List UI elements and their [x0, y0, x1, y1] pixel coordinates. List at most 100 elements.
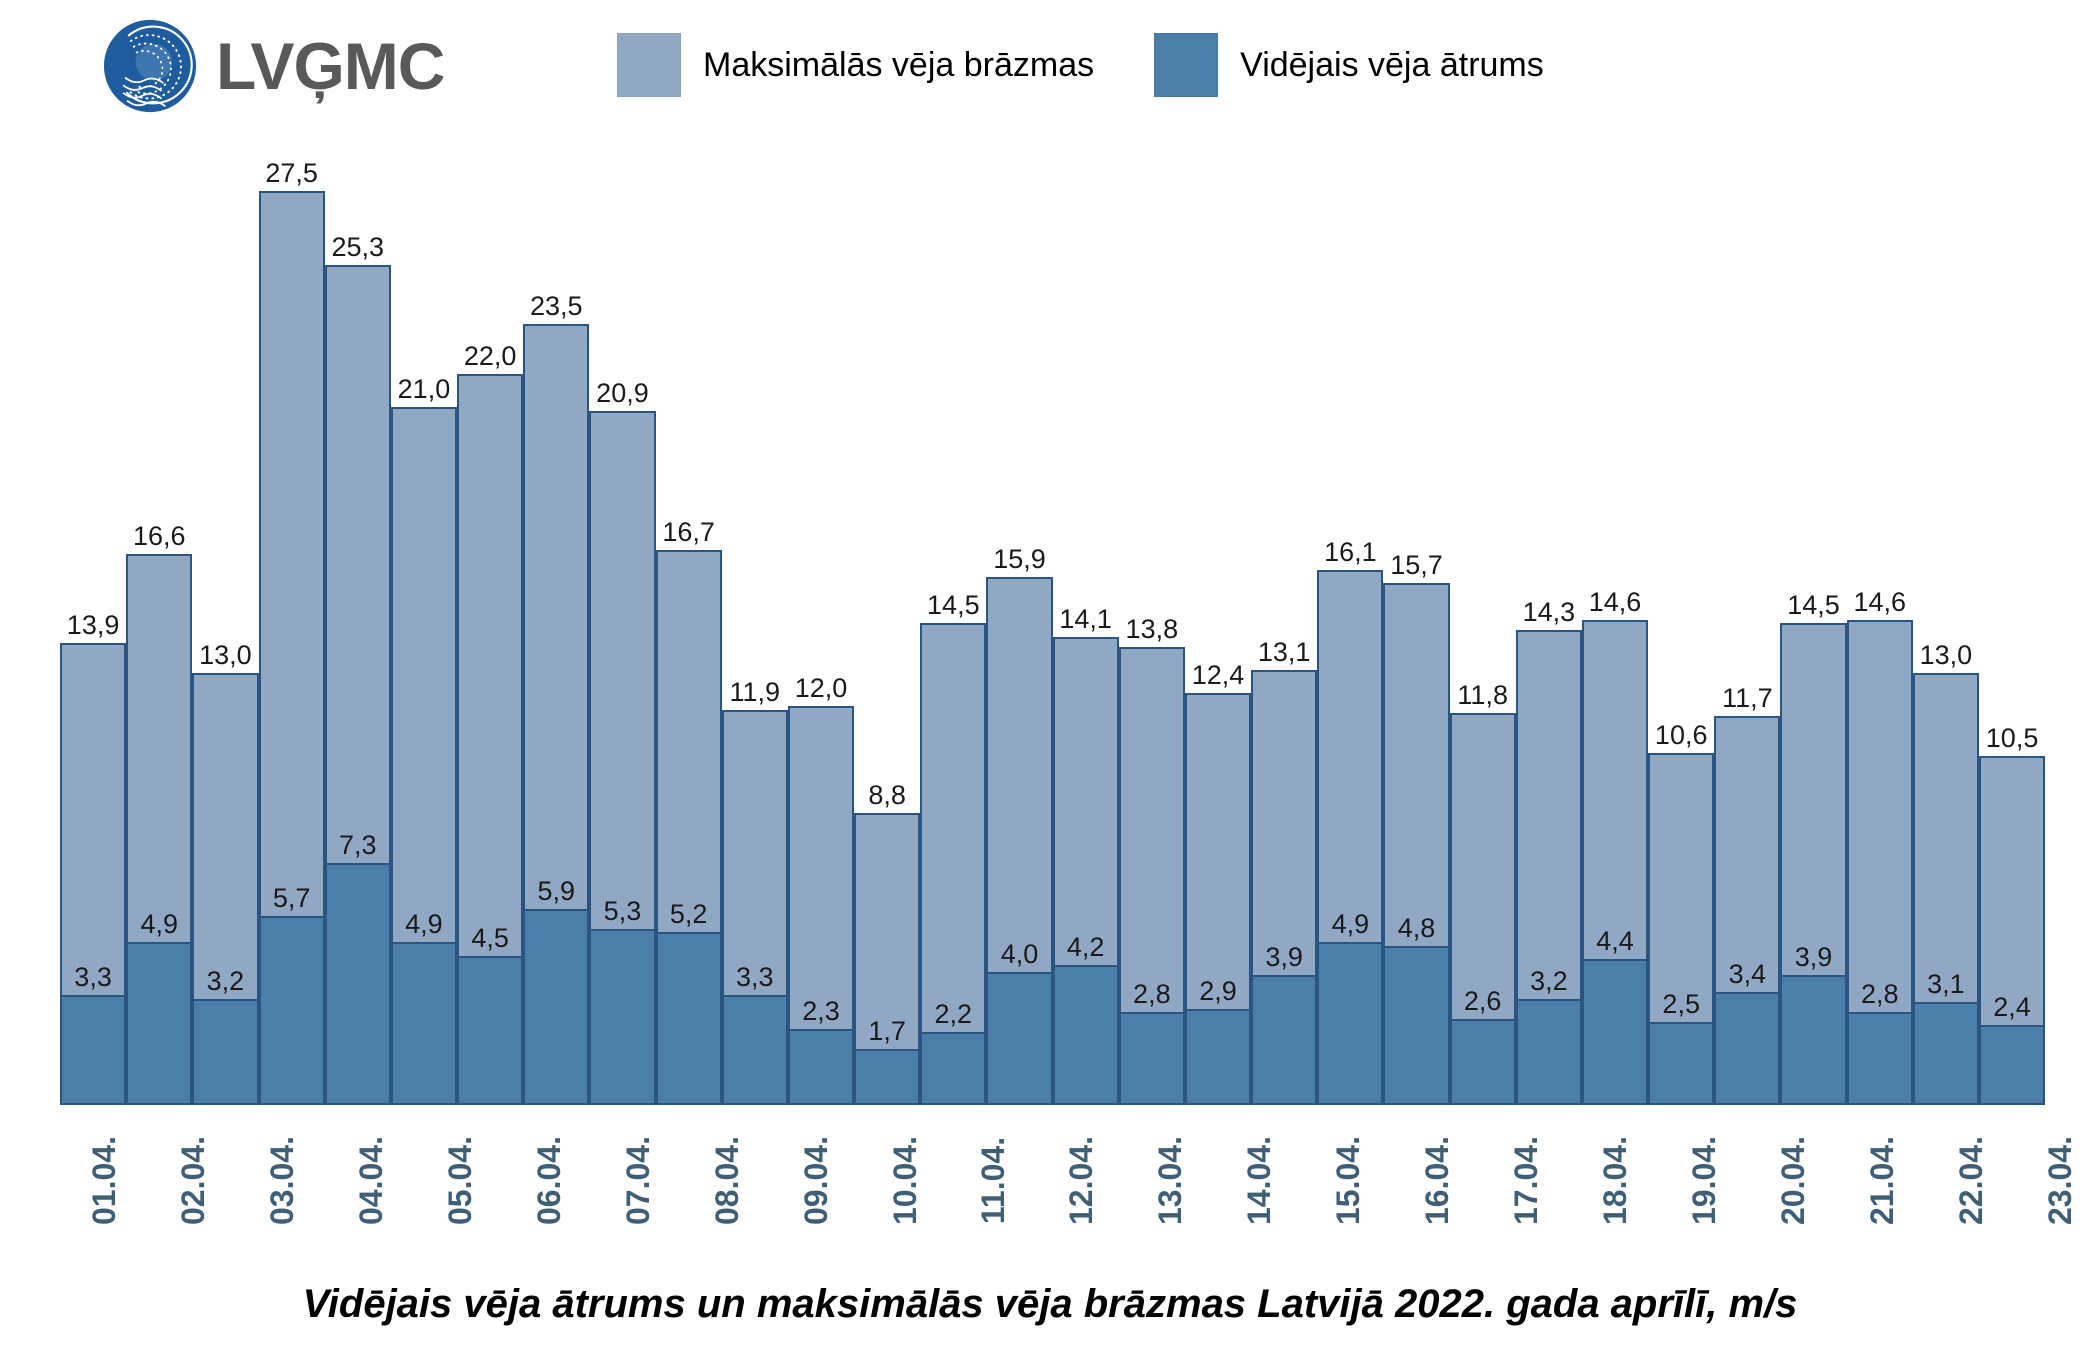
bar-avg-speed: [920, 1031, 987, 1105]
x-axis-tick-label: 02.04.: [174, 1136, 211, 1225]
x-axis-tick: 21.04.: [1838, 1110, 1927, 1250]
bar-value-label-max-gust: 11,8: [1457, 680, 1508, 710]
x-axis-tick: 03.04.: [238, 1110, 327, 1250]
bar-value-label-avg-speed: 2,8: [1860, 978, 1899, 1009]
bar-column: 20,9 5,3: [589, 125, 656, 1105]
bar-column: 14,5 3,9: [1780, 125, 1847, 1105]
bar-avg-speed: [854, 1048, 921, 1105]
bar-column: 12,4 2,9: [1184, 125, 1252, 1105]
bar-column: 13,0 3,2: [192, 125, 259, 1105]
bar-column: 11,7 3,4: [1714, 125, 1781, 1105]
bar-column: 16,7 5,2: [655, 125, 722, 1105]
chart-header: LVĢMC Maksimālās vēja brāzmas Vidējais v…: [0, 0, 2100, 130]
bar-column: 8,8 1,7: [854, 125, 921, 1105]
bar-column: 15,9 4,0: [986, 125, 1053, 1105]
bar-avg-speed: [1648, 1021, 1715, 1105]
bar-value-label-max-gust: 15,9: [993, 543, 1046, 574]
bar-value-label-max-gust: 12,0: [794, 673, 848, 704]
lvgmc-wordmark: LVĢMC: [216, 29, 445, 103]
bar-avg-speed: [390, 942, 458, 1105]
bar-value-label-avg-speed: 4,9: [1331, 909, 1370, 940]
x-axis-tick-label: 11.04.: [974, 1136, 1011, 1225]
x-axis-tick-label: 16.04.: [1418, 1136, 1455, 1225]
bar-column: 21,0 4,9: [390, 125, 458, 1105]
x-axis-tick-label: 04.04.: [352, 1136, 389, 1225]
x-axis-tick: 10.04.: [861, 1110, 950, 1250]
x-axis-tick: 12.04.: [1037, 1110, 1126, 1250]
bar-value-label-max-gust: 20,9: [596, 377, 649, 408]
bar-avg-speed: [1846, 1011, 1913, 1105]
bar-value-label-avg-speed: 3,2: [1530, 965, 1568, 996]
bar-value-label-max-gust: 14,3: [1522, 596, 1576, 627]
bar-value-label-max-gust: 14,6: [1588, 586, 1642, 617]
legend-label-max-gusts: Maksimālās vēja brāzmas: [703, 45, 1095, 84]
x-axis-tick: 23.04.: [2016, 1110, 2100, 1250]
bar-value-label-max-gust: 15,7: [1390, 550, 1443, 581]
bar-value-label-max-gust: 14,5: [927, 590, 980, 621]
bar-avg-speed: [1978, 1025, 2046, 1105]
bar-value-label-avg-speed: 3,3: [736, 962, 774, 993]
bar-value-label-avg-speed: 5,7: [272, 882, 311, 913]
bar-value-label-max-gust: 10,6: [1654, 719, 1708, 750]
bar-value-label-avg-speed: 5,3: [603, 895, 642, 926]
x-axis-tick: 02.04.: [149, 1110, 238, 1250]
bar-value-label-max-gust: 11,9: [729, 676, 781, 707]
bar-value-label-max-gust: 23,5: [530, 291, 583, 322]
bar-column: 14,5 2,2: [920, 125, 987, 1105]
bar-value-label-avg-speed: 5,9: [537, 876, 576, 906]
bar-avg-speed: [60, 995, 127, 1105]
bar-column: 14,6 4,4: [1581, 125, 1649, 1105]
legend-label-avg-speed: Vidējais vēja ātrums: [1240, 45, 1544, 84]
x-axis-tick: 09.04.: [772, 1110, 861, 1250]
x-axis-tick-label: 03.04.: [263, 1136, 300, 1225]
bar-value-label-avg-speed: 2,9: [1199, 975, 1237, 1006]
x-axis-tick-label: 19.04.: [1685, 1136, 1722, 1225]
x-axis-tick-label: 20.04.: [1774, 1136, 1811, 1225]
bar-avg-speed: [1449, 1018, 1516, 1105]
bar-avg-speed: [1581, 958, 1649, 1105]
x-axis-tick-label: 18.04.: [1596, 1136, 1633, 1225]
bar-avg-speed: [1383, 945, 1450, 1105]
bar-column: 23,5 5,9: [523, 125, 590, 1105]
bar-value-label-avg-speed: 4,0: [1000, 939, 1039, 970]
bar-column: 27,5 5,7: [258, 125, 325, 1105]
bar-avg-speed: [192, 998, 259, 1105]
bar-avg-speed: [1515, 998, 1582, 1105]
bar-column: 11,8 2,6: [1449, 125, 1516, 1105]
bar-columns: 13,9 3,3 16,6 4,9 13,0 3,2 27,5 5,7 25,3 7,3 21,0 4…: [60, 125, 2046, 1105]
chart-caption: Vidējais vēja ātrums un maksimālās vēja …: [302, 1282, 1798, 1326]
bar-avg-speed: [523, 909, 590, 1105]
bar-avg-speed: [655, 932, 722, 1105]
bar-column: 13,1 3,9: [1251, 125, 1318, 1105]
bar-value-label-avg-speed: 4,4: [1596, 925, 1634, 956]
bar-value-label-avg-speed: 3,9: [1794, 942, 1833, 973]
x-axis-tick: 16.04.: [1393, 1110, 1482, 1250]
x-axis-tick-label: 06.04.: [530, 1136, 567, 1225]
bar-column: 13,0 3,1: [1912, 125, 1979, 1105]
x-axis-tick-label: 14.04.: [1240, 1136, 1277, 1225]
x-axis-tick-label: 17.04.: [1507, 1136, 1544, 1225]
bar-avg-speed: [986, 972, 1053, 1105]
x-axis-tick: 14.04.: [1215, 1110, 1304, 1250]
x-axis-tick-label: 23.04.: [2041, 1136, 2078, 1225]
x-axis-tick-label: 09.04.: [797, 1136, 834, 1225]
bar-value-label-avg-speed: 4,9: [405, 909, 443, 940]
x-axis-tick-label: 07.04.: [619, 1136, 656, 1225]
bar-avg-speed: [1052, 965, 1119, 1105]
bar-column: 10,6 2,5: [1648, 125, 1715, 1105]
legend-item-max-gusts: Maksimālās vēja brāzmas: [617, 33, 1154, 97]
bar-value-label-avg-speed: 1,7: [868, 1015, 906, 1046]
bar-value-label-avg-speed: 3,3: [74, 962, 112, 993]
bar-value-label-avg-speed: 3,2: [206, 965, 245, 996]
bar-column: 14,3 3,2: [1515, 125, 1582, 1105]
bar-column: 11,9 3,3: [721, 125, 788, 1105]
x-axis-tick-label: 21.04.: [1863, 1136, 1900, 1225]
x-axis-tick: 13.04.: [1126, 1110, 1215, 1250]
bar-value-label-avg-speed: 3,9: [1265, 942, 1303, 973]
x-axis-tick: 11.04.: [950, 1110, 1037, 1250]
bar-value-label-max-gust: 14,5: [1787, 590, 1840, 621]
chart-legend: Maksimālās vēja brāzmas Vidējais vēja āt…: [617, 30, 1604, 100]
bar-column: 13,9 3,3: [60, 125, 127, 1105]
bar-column: 16,6 4,9: [126, 125, 193, 1105]
bar-value-label-max-gust: 13,8: [1125, 613, 1179, 644]
